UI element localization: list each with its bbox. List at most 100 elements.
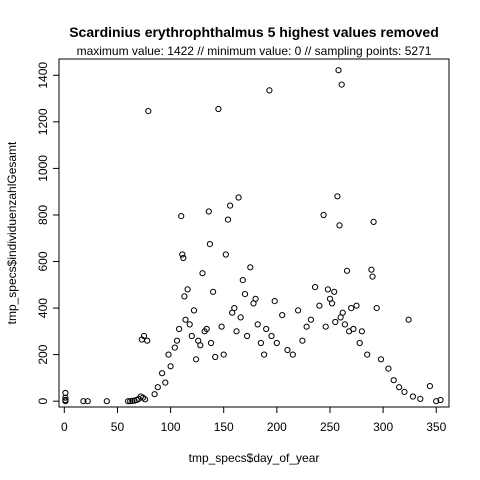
data-point (188, 332, 195, 340)
data-point (377, 356, 385, 363)
data-point (203, 325, 210, 333)
y-axis: 0 200 400 600 800 1000 1200 1400 (36, 62, 60, 405)
data-point (142, 396, 149, 403)
data-point (356, 339, 363, 347)
data-point (171, 344, 178, 351)
chart-title: Scardinius erythrophthalmus 5 highest va… (69, 24, 439, 40)
data-point (320, 211, 327, 219)
data-point (233, 328, 240, 335)
data-point (284, 346, 291, 354)
data-point (364, 351, 371, 358)
data-point (244, 332, 251, 340)
data-point (271, 298, 278, 305)
y-tick-label: 800 (36, 205, 50, 225)
data-point (266, 87, 273, 94)
data-point (350, 325, 357, 333)
x-tick-label: 50 (111, 420, 125, 434)
data-point (231, 305, 238, 312)
data-point (173, 337, 181, 344)
data-point (227, 202, 234, 209)
data-point (268, 332, 275, 340)
data-point (329, 300, 336, 307)
data-point (220, 351, 227, 358)
data-point (348, 305, 355, 312)
data-point (205, 208, 212, 215)
data-point (338, 81, 345, 88)
x-tick-label: 300 (373, 420, 393, 434)
data-point (341, 321, 348, 328)
data-point (324, 286, 331, 293)
data-point (239, 277, 246, 284)
y-tick-label: 200 (36, 344, 50, 364)
data-point (182, 316, 189, 323)
data-point (307, 316, 314, 323)
data-point (127, 398, 134, 405)
data-point (299, 337, 306, 344)
data-point (263, 325, 270, 333)
data-point (409, 393, 416, 400)
y-tick-label: 0 (36, 398, 50, 405)
data-point (181, 293, 188, 300)
data-point (178, 213, 185, 220)
y-tick-label: 400 (36, 298, 50, 318)
data-point (295, 307, 302, 314)
data-point (218, 323, 225, 330)
data-point (145, 108, 152, 115)
x-tick-label: 250 (320, 420, 340, 434)
data-point (261, 351, 268, 358)
data-point (370, 218, 377, 225)
x-tick-label: 0 (61, 420, 68, 434)
x-tick-label: 100 (161, 420, 181, 434)
data-point (103, 398, 110, 405)
data-point (176, 325, 183, 333)
data-point (254, 321, 261, 328)
y-tick-label: 1200 (36, 108, 50, 135)
data-point (353, 302, 360, 309)
data-point (385, 365, 392, 372)
data-point (247, 264, 254, 271)
data-point (312, 284, 319, 291)
data-point (235, 194, 242, 201)
data-point (162, 379, 169, 386)
data-point (193, 356, 200, 363)
data-point (405, 316, 412, 323)
data-point (358, 328, 365, 335)
data-point (426, 383, 433, 390)
data-point (167, 363, 174, 370)
data-point (80, 398, 87, 405)
data-point (206, 241, 213, 248)
data-point (199, 270, 206, 277)
data-point (303, 323, 310, 330)
data-point (433, 398, 440, 405)
data-point (241, 291, 249, 298)
data-point (212, 353, 219, 361)
data-point (186, 321, 193, 328)
data-point (197, 342, 204, 349)
data-point (331, 288, 338, 295)
data-point (62, 389, 69, 397)
data-point (144, 337, 151, 344)
data-point (237, 314, 244, 321)
data-point (316, 302, 323, 309)
data-point (129, 397, 136, 404)
data-point (368, 266, 375, 273)
data-point (257, 339, 264, 347)
data-point (62, 396, 69, 404)
y-axis-label: tmp_specs$individuenzahlGesamt (5, 141, 19, 324)
data-point (207, 339, 215, 347)
data-point (335, 67, 342, 74)
data-point (336, 222, 343, 229)
data-point (273, 339, 280, 347)
data-point (159, 370, 166, 377)
data-point (154, 384, 161, 391)
data-point (343, 267, 351, 274)
chart-subtitle: maximum value: 1422 // minimum value: 0 … (77, 44, 432, 58)
data-point (437, 396, 444, 404)
y-tick-label: 1000 (36, 155, 50, 182)
data-point (84, 398, 91, 405)
y-tick-label: 1400 (36, 62, 50, 89)
data-point (252, 295, 259, 302)
data-point (180, 254, 187, 262)
